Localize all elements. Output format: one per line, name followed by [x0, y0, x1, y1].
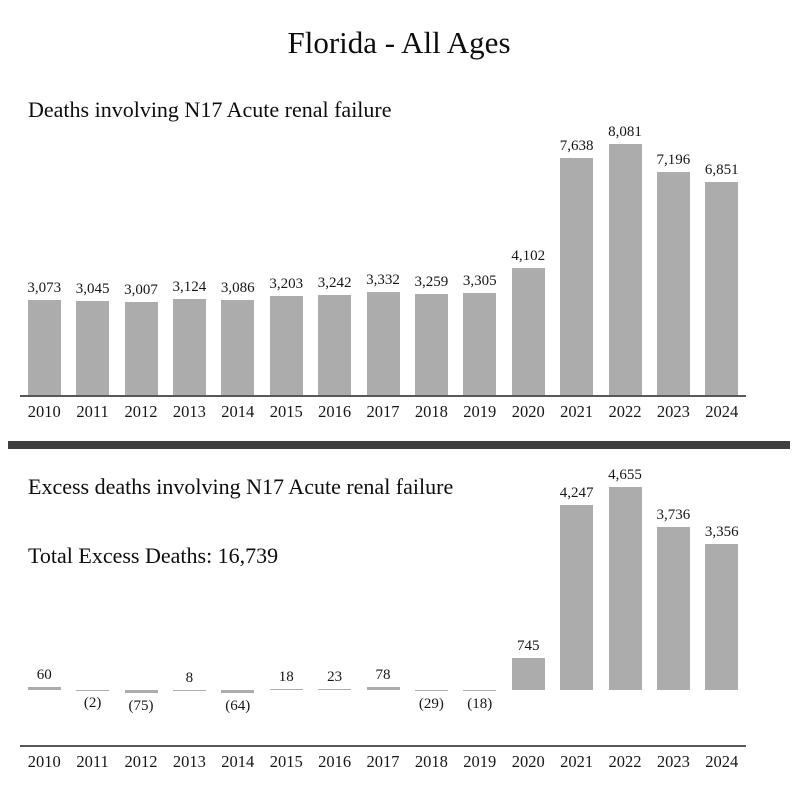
bar-2013 [172, 298, 206, 396]
x-tick-label: 2019 [463, 752, 497, 771]
bar-value-label: 3,736 [656, 507, 691, 524]
x-tick-label: 2010 [27, 752, 61, 771]
bar-value-label: 3,305 [462, 272, 497, 289]
x-axis-line [20, 744, 746, 747]
bar-value-label: 3,332 [366, 272, 400, 289]
bar-value-label: 3,124 [172, 278, 207, 295]
x-tick-label: 2017 [366, 752, 400, 771]
bar-2023 [656, 527, 690, 690]
x-tick-label: 2013 [172, 402, 206, 421]
x-tick-label: 2021 [560, 402, 594, 421]
bar-2010 [27, 687, 61, 690]
x-tick-label: 2022 [608, 402, 642, 421]
bar-2020 [511, 268, 545, 396]
x-tick-label: 2014 [221, 402, 255, 421]
bar-value-label: 7,196 [656, 151, 691, 168]
bar-value-label: (75) [128, 698, 154, 715]
x-tick-label: 2018 [414, 752, 448, 771]
bar-2020 [511, 657, 545, 690]
bar-value-label: (18) [467, 695, 493, 712]
bar-2015 [269, 296, 303, 396]
bar-value-label: (2) [83, 695, 102, 712]
x-tick-label: 2016 [318, 752, 352, 771]
total-excess-deaths-label: Total Excess Deaths: 16,739 [28, 543, 279, 568]
x-axis-line [20, 394, 746, 397]
bar-value-label: 3,073 [27, 280, 62, 297]
deaths-chart-title: Deaths involving N17 Acute renal failure [28, 97, 392, 122]
x-tick-label: 2024 [705, 402, 739, 421]
bar-value-label: 4,655 [608, 467, 642, 483]
bar-2024 [705, 543, 739, 690]
x-tick-label: 2012 [124, 402, 158, 421]
x-tick-label: 2011 [76, 752, 109, 771]
bar-value-label: 78 [375, 666, 391, 683]
bar-2018 [414, 294, 448, 396]
bar-value-label: 3,007 [124, 282, 158, 299]
x-tick-label: 2016 [318, 402, 352, 421]
bar-2014 [221, 690, 255, 693]
bar-value-label: 745 [516, 637, 540, 654]
x-tick-label: 2022 [608, 752, 642, 771]
x-tick-label: 2023 [656, 402, 690, 421]
bar-value-label: 3,086 [220, 279, 255, 296]
bar-2012 [124, 302, 158, 396]
bar-2015 [269, 689, 303, 690]
bar-2016 [318, 688, 352, 690]
x-tick-label: 2015 [269, 752, 303, 771]
x-tick-label: 2020 [511, 752, 545, 771]
bar-2017 [366, 292, 400, 396]
bar-value-label: 18 [278, 669, 294, 686]
bar-value-label: 4,102 [511, 248, 546, 265]
x-tick-label: 2019 [463, 402, 497, 421]
x-tick-label: 2012 [124, 752, 158, 771]
bar-value-label: (29) [418, 696, 444, 713]
x-tick-label: 2024 [705, 752, 739, 771]
bar-2022 [608, 144, 642, 396]
bar-value-label: 8,081 [608, 124, 642, 140]
bar-2019 [463, 292, 497, 396]
x-tick-label: 2018 [414, 402, 448, 421]
bar-value-label: 60 [36, 667, 52, 684]
bar-2016 [318, 294, 352, 396]
x-tick-label: 2020 [511, 402, 545, 421]
x-tick-label: 2021 [560, 752, 594, 771]
bar-value-label: 3,242 [317, 274, 352, 291]
bar-2021 [560, 157, 594, 396]
bar-value-label: 3,259 [414, 274, 449, 291]
bar-value-label: (64) [225, 697, 251, 714]
bar-2018 [414, 690, 448, 692]
page-title: Florida - All Ages [287, 25, 511, 60]
bar-2024 [705, 182, 739, 396]
bar-2017 [366, 686, 400, 690]
bar-value-label: 8 [185, 669, 194, 686]
x-tick-label: 2017 [366, 402, 400, 421]
bar-2012 [124, 690, 158, 694]
bar-2010 [27, 300, 61, 396]
bar-value-label: 6,851 [704, 162, 739, 179]
bar-2021 [560, 504, 594, 690]
x-tick-label: 2014 [221, 752, 255, 771]
x-tick-label: 2023 [656, 752, 690, 771]
section-divider [8, 441, 790, 449]
x-tick-label: 2010 [27, 402, 61, 421]
bar-value-label: 3,203 [269, 276, 304, 293]
bar-value-label: 3,045 [75, 281, 110, 298]
bar-2011 [76, 301, 110, 396]
x-tick-label: 2013 [172, 752, 206, 771]
bar-value-label: 23 [327, 668, 343, 685]
bar-2023 [656, 171, 690, 396]
bar-2022 [608, 487, 642, 690]
bar-2014 [221, 299, 255, 396]
x-tick-label: 2011 [76, 402, 109, 421]
x-tick-label: 2015 [269, 402, 303, 421]
bar-value-label: 7,638 [559, 137, 594, 154]
bar-value-label: 3,356 [704, 523, 739, 540]
bar-value-label: 4,247 [559, 484, 594, 501]
excess-deaths-chart-title: Excess deaths involving N17 Acute renal … [28, 474, 454, 499]
bar-2019 [463, 690, 497, 691]
